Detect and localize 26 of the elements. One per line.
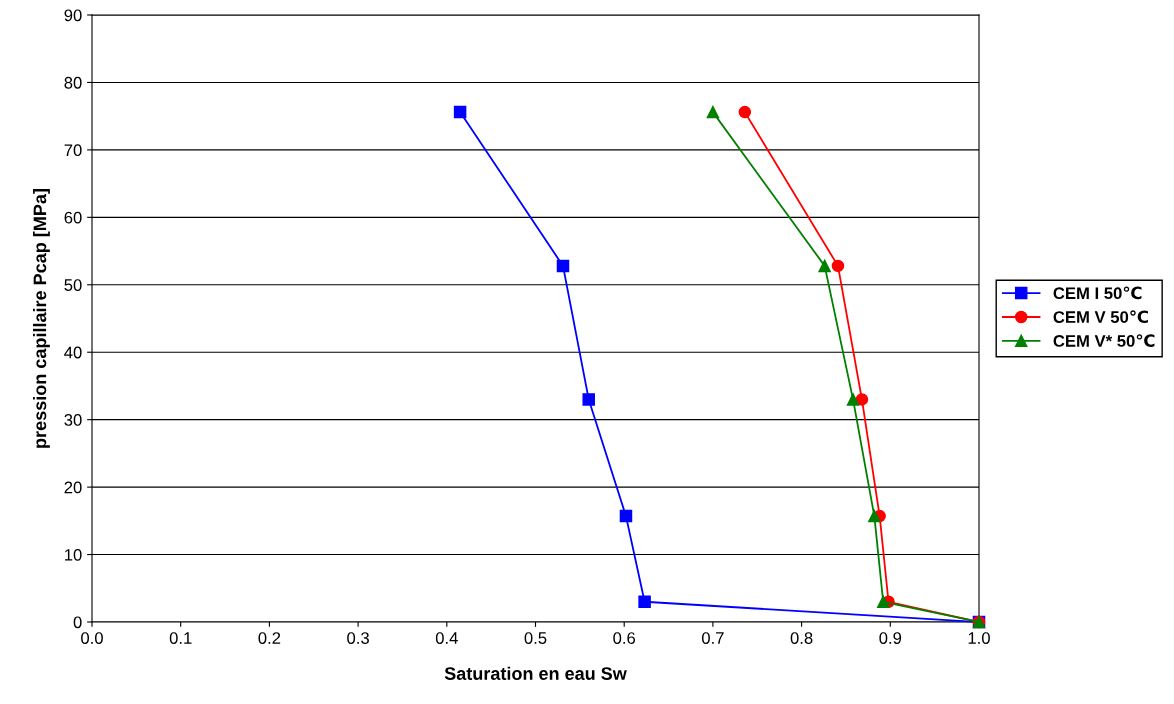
x-tick-label: 0.4 <box>435 632 458 644</box>
x-tick-label: 0.5 <box>524 632 547 644</box>
x-tick-label: 1.0 <box>968 632 990 644</box>
y-tick-label: 80 <box>64 76 82 89</box>
x-tick-label: 0.7 <box>701 632 724 644</box>
x-tick-label: 0.9 <box>879 632 902 644</box>
y-tick-label: 20 <box>64 481 82 494</box>
y-tick-label: 60 <box>64 211 82 224</box>
x-tick-label: 0.6 <box>613 632 636 644</box>
x-tick-label: 0.0 <box>81 632 103 644</box>
x-tick-label: 0.2 <box>258 632 281 644</box>
x-tick-label: 0.1 <box>169 632 192 644</box>
y-tick-label: 40 <box>64 346 82 359</box>
legend-label: CEM I 50℃ <box>1053 286 1142 300</box>
y-tick-label: 90 <box>64 9 82 22</box>
y-axis-title: pression capillaire Pcap [MPa] <box>33 189 50 448</box>
y-tick-label: 0 <box>73 616 82 629</box>
y-tick-label: 30 <box>64 414 82 426</box>
legend-label: CEM V* 50℃ <box>1053 334 1155 347</box>
x-axis-title: Saturation en eau Sw <box>444 666 627 680</box>
y-tick-label: 70 <box>64 144 82 157</box>
legend-label: CEM V 50℃ <box>1053 310 1148 324</box>
y-tick-label: 50 <box>64 279 82 291</box>
x-tick-label: 0.3 <box>347 632 369 644</box>
y-tick-label: 10 <box>65 548 82 561</box>
x-tick-label: 0.8 <box>790 632 813 644</box>
